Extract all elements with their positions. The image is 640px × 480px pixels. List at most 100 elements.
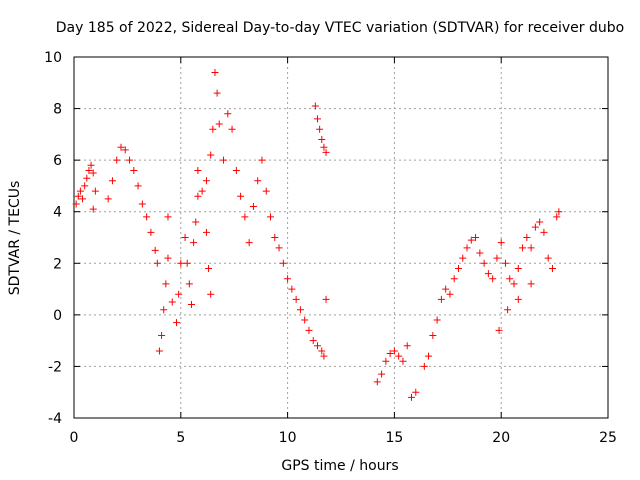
plot-frame: [73, 56, 609, 419]
data-point: [181, 234, 189, 241]
data-point: [425, 352, 433, 360]
data-point: [143, 213, 151, 221]
data-point: [472, 234, 480, 241]
data-point: [254, 177, 262, 185]
data-point: [232, 166, 240, 174]
data-point: [245, 239, 253, 247]
data-point: [527, 280, 535, 288]
y-tick-label: 8: [53, 102, 62, 118]
data-point: [454, 264, 462, 272]
data-point: [514, 295, 522, 303]
series-sdtvar: [72, 68, 563, 401]
data-point: [442, 285, 450, 293]
data-point: [301, 316, 309, 324]
data-point: [202, 228, 210, 236]
data-point: [433, 316, 441, 324]
data-point: [450, 275, 458, 283]
data-point: [437, 295, 445, 303]
data-point: [117, 143, 125, 151]
data-point: [151, 246, 159, 254]
data-point: [553, 213, 561, 221]
data-point: [160, 306, 168, 314]
data-point: [211, 68, 219, 76]
data-point: [292, 295, 300, 303]
data-point: [501, 259, 509, 267]
data-point: [322, 148, 330, 156]
data-point: [386, 350, 394, 358]
data-point: [155, 347, 163, 355]
x-tick-label: 15: [385, 430, 403, 446]
data-point: [175, 290, 183, 298]
data-point: [168, 298, 176, 306]
data-point: [177, 259, 185, 267]
chart-title: Day 185 of 2022, Sidereal Day-to-day VTE…: [56, 20, 624, 36]
data-point: [314, 115, 322, 123]
data-point: [209, 125, 217, 133]
data-point: [207, 290, 215, 298]
data-point: [459, 254, 467, 262]
data-point: [185, 280, 193, 288]
data-point: [318, 136, 326, 144]
data-point: [484, 270, 492, 278]
data-point: [213, 89, 221, 97]
data-point: [89, 205, 97, 213]
data-point: [407, 393, 415, 401]
data-point: [164, 254, 172, 262]
data-point: [536, 218, 544, 226]
data-point: [194, 166, 202, 174]
data-point: [121, 146, 129, 154]
data-point: [224, 110, 232, 118]
data-point: [531, 223, 539, 231]
data-point: [241, 213, 249, 221]
data-point: [194, 192, 202, 200]
data-point: [262, 187, 270, 195]
data-point: [87, 161, 95, 169]
data-point: [258, 156, 266, 164]
data-point: [202, 177, 210, 185]
data-point: [249, 203, 257, 211]
data-point: [318, 347, 326, 355]
data-point: [162, 280, 170, 288]
data-point: [555, 208, 563, 216]
data-point: [497, 239, 505, 247]
y-axis-label: SDTVAR / TECUs: [7, 181, 23, 296]
data-point: [510, 280, 518, 288]
data-point: [506, 275, 514, 283]
data-point: [296, 306, 304, 314]
data-point: [519, 244, 527, 252]
y-tick-label: 10: [44, 50, 62, 66]
data-point: [373, 378, 381, 386]
data-point: [378, 370, 386, 378]
data-point: [74, 192, 82, 200]
data-point: [91, 187, 99, 195]
data-point: [540, 228, 548, 236]
data-point: [446, 290, 454, 298]
data-point: [523, 234, 531, 241]
data-point: [493, 254, 501, 262]
data-point: [147, 228, 155, 236]
data-point: [81, 182, 89, 190]
data-point: [311, 102, 319, 110]
y-tick-label: 2: [53, 256, 62, 272]
data-point: [104, 195, 112, 203]
data-point: [467, 236, 475, 244]
data-point: [220, 156, 228, 164]
data-point: [164, 213, 172, 221]
data-point: [314, 342, 322, 350]
data-point: [399, 357, 407, 365]
data-point: [126, 156, 134, 164]
y-tick-label: -4: [48, 411, 62, 427]
data-point: [271, 234, 279, 241]
y-tick-label: 6: [53, 153, 62, 169]
data-point: [480, 259, 488, 267]
data-point: [138, 200, 146, 208]
y-tick-label: -2: [48, 359, 62, 375]
data-point: [190, 239, 198, 247]
data-point: [192, 218, 200, 226]
data-point: [320, 352, 328, 360]
data-point: [429, 331, 437, 339]
data-point: [527, 244, 535, 252]
data-point: [548, 264, 556, 272]
data-point: [134, 182, 142, 190]
